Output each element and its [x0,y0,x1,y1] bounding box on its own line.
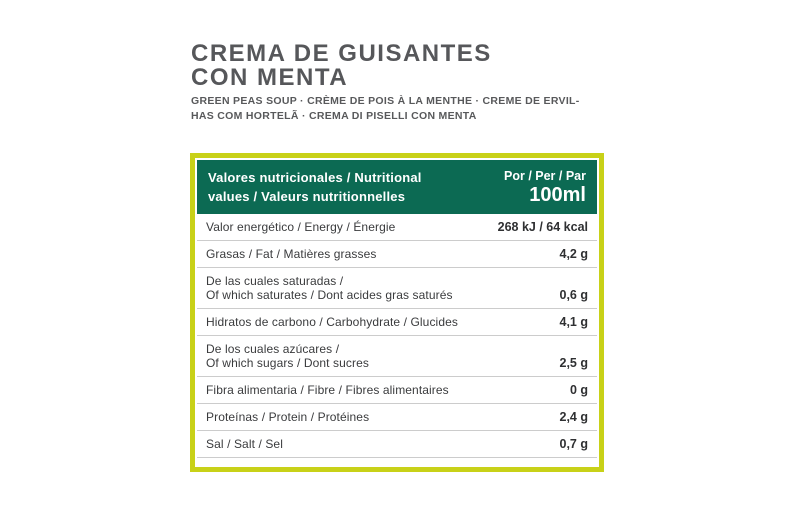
nutrition-rows: Valor energético / Energy / Énergie 268 … [197,214,597,465]
nutrient-name: De las cuales saturadas / Of which satur… [206,274,453,302]
nutrient-value: 2,4 g [559,410,589,424]
nutrient-name: Hidratos de carbono / Carbohydrate / Glu… [206,315,458,329]
nutrient-value: 4,1 g [559,315,589,329]
table-row-fibre: Fibra alimentaria / Fibre / Fibres alime… [197,377,597,404]
table-row-saturates: De las cuales saturadas / Of which satur… [197,268,597,309]
nutrient-value: 4,2 g [559,247,589,261]
table-row-salt: Sal / Salt / Sel 0,7 g [197,431,597,458]
nutrient-value: 268 kJ / 64 kcal [497,220,588,234]
nutrition-header-portion: Por / Per / Par 100ml [496,168,586,206]
nutrient-value: 0 g [569,383,588,397]
product-title-translations: GREEN PEAS SOUP · CRÈME DE POIS À LA MEN… [191,95,580,122]
nutrient-value: 0,6 g [559,288,589,302]
nutrition-header-title: Valores nutricionales / Nutritional valu… [208,170,422,204]
nutrient-name: Proteínas / Protein / Protéines [206,410,370,424]
nutrient-value: 2,5 g [559,356,589,370]
table-row-carbohydrate: Hidratos de carbono / Carbohydrate / Glu… [197,309,597,336]
table-row-fat: Grasas / Fat / Matières grasses 4,2 g [197,241,597,268]
nutrient-name: Grasas / Fat / Matières grasses [206,247,377,261]
table-row-sugars: De los cuales azúcares / Of which sugars… [197,336,597,377]
nutrition-table-header: Valores nutricionales / Nutritional valu… [197,160,597,214]
nutrient-name: Sal / Salt / Sel [206,437,283,451]
nutrition-facts-table: Valores nutricionales / Nutritional valu… [190,153,604,472]
portion-label: Por / Per / Par [504,169,586,183]
nutrient-name: Fibra alimentaria / Fibre / Fibres alime… [206,383,449,397]
nutrient-value: 0,7 g [559,437,589,451]
portion-amount: 100ml [529,184,586,206]
table-row-energy: Valor energético / Energy / Énergie 268 … [197,214,597,241]
nutrient-name: De los cuales azúcares / Of which sugars… [206,342,369,370]
product-title: CREMA DE GUISANTES CON MENTA [191,40,492,91]
table-row-protein: Proteínas / Protein / Protéines 2,4 g [197,404,597,431]
nutrient-name: Valor energético / Energy / Énergie [206,220,396,234]
